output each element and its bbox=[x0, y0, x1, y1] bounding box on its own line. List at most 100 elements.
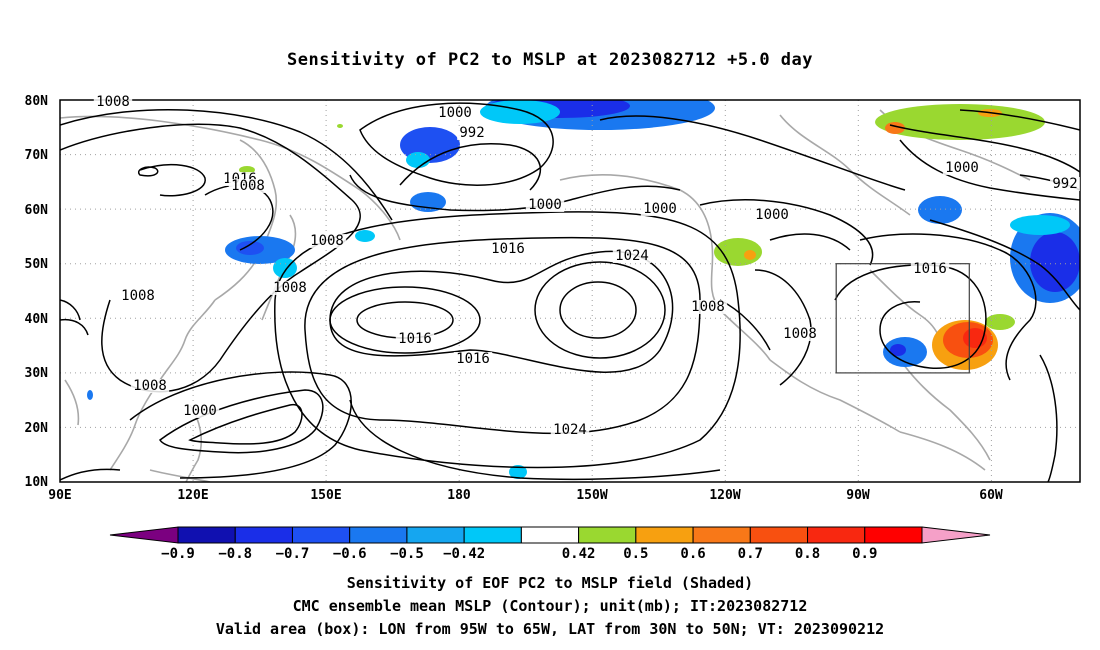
lon-label: 120E bbox=[177, 488, 208, 503]
contour-label-bg bbox=[550, 423, 590, 437]
contour-label: 1008 bbox=[133, 378, 167, 394]
lon-label: 60W bbox=[979, 488, 1003, 503]
lon-label: 90W bbox=[846, 488, 870, 503]
colorbar-label: 0.42 bbox=[562, 546, 596, 562]
colorbar-label: −0.7 bbox=[276, 546, 310, 562]
contour-label-bg bbox=[457, 126, 487, 140]
contour-label: 1008 bbox=[273, 280, 307, 296]
caption-contour: CMC ensemble mean MSLP (Contour); unit(m… bbox=[292, 597, 808, 615]
colorbar-label: −0.6 bbox=[333, 546, 367, 562]
colorbar-swatch bbox=[463, 526, 522, 544]
lon-label: 90E bbox=[48, 488, 71, 503]
contour-label: 992 bbox=[1052, 176, 1077, 192]
colorbar-label: −0.8 bbox=[218, 546, 252, 562]
colorbar-swatch bbox=[234, 526, 293, 544]
contour-label-bg bbox=[395, 332, 435, 346]
contour-label-bg bbox=[435, 106, 475, 120]
contour-label-bg bbox=[270, 281, 310, 295]
colorbar-swatch bbox=[406, 526, 465, 544]
coastlines bbox=[60, 109, 1031, 482]
colorbar-swatch bbox=[864, 526, 923, 544]
colorbar bbox=[109, 526, 991, 544]
lat-label: 60N bbox=[25, 203, 49, 218]
colorbar-lower-extension bbox=[109, 526, 179, 544]
contour-label-bg bbox=[525, 198, 565, 212]
colorbar-label: 0.6 bbox=[680, 546, 705, 562]
contour-label-bg bbox=[453, 352, 493, 366]
colorbar-label: 0.8 bbox=[795, 546, 820, 562]
colorbar-upper-extension bbox=[921, 526, 991, 544]
contour-label: 1008 bbox=[691, 299, 725, 315]
contour-label-bg bbox=[228, 179, 268, 193]
contour-label: 1008 bbox=[121, 288, 155, 304]
mslp-contours bbox=[60, 102, 1080, 482]
colorbar-swatch bbox=[635, 526, 694, 544]
contour-label: 1024 bbox=[615, 248, 649, 264]
colorbar-label: −0.42 bbox=[443, 546, 485, 562]
contour-label: 1000 bbox=[438, 105, 472, 121]
caption-valid-area: Valid area (box): LON from 95W to 65W, L… bbox=[215, 620, 885, 638]
lon-label: 150E bbox=[310, 488, 341, 503]
contour-label: 1016 bbox=[398, 331, 432, 347]
contour-label: 1000 bbox=[945, 160, 979, 176]
lon-label: 180 bbox=[447, 488, 471, 503]
map-title: Sensitivity of PC2 to MSLP at 2023082712… bbox=[286, 50, 813, 70]
contour-label-bg bbox=[688, 300, 728, 314]
contour-label: 1008 bbox=[231, 178, 265, 194]
contour-label-bg bbox=[910, 262, 950, 276]
latitude-axis-labels: 80N 70N 60N 50N 40N 30N 20N 10N bbox=[25, 94, 49, 490]
longitude-axis-labels: 90E 120E 150E 180 150W 120W 90W 60W bbox=[48, 488, 1003, 503]
lat-label: 30N bbox=[25, 366, 49, 381]
contour-label: 1016 bbox=[913, 261, 947, 277]
contour-label: 1000 bbox=[643, 201, 677, 217]
contour-label: 992 bbox=[459, 125, 484, 141]
contour-label-bg bbox=[612, 249, 652, 263]
contour-label: 1000 bbox=[183, 403, 217, 419]
contour-label: 1000 bbox=[528, 197, 562, 213]
lat-label: 50N bbox=[25, 257, 49, 272]
lat-label: 80N bbox=[25, 94, 49, 109]
colorbar-swatch bbox=[177, 526, 236, 544]
contour-label-bg bbox=[130, 379, 170, 393]
colorbar-swatch bbox=[578, 526, 637, 544]
colorbar-swatch bbox=[807, 526, 866, 544]
colorbar-swatch bbox=[692, 526, 751, 544]
contour-label-bg bbox=[640, 202, 680, 216]
contour-label: 1016 bbox=[491, 241, 525, 257]
contour-label-bg bbox=[780, 327, 820, 341]
contour-label-bg bbox=[118, 289, 158, 303]
contour-label-bg bbox=[1050, 177, 1080, 191]
colorbar-label: −0.9 bbox=[161, 546, 195, 562]
contour-label: 1008 bbox=[96, 94, 130, 110]
contour-label: 1008 bbox=[783, 326, 817, 342]
lon-label: 150W bbox=[576, 488, 607, 503]
colorbar-swatch bbox=[291, 526, 351, 544]
colorbar-swatch bbox=[520, 526, 580, 544]
plot-frame bbox=[59, 99, 1081, 483]
lat-label: 40N bbox=[25, 312, 49, 327]
colorbar-labels: −0.9 −0.8 −0.7 −0.6 −0.5 −0.42 0.42 0.5 0.6 0.7 0.… bbox=[161, 546, 877, 562]
colorbar-swatch bbox=[349, 526, 408, 544]
lat-label: 10N bbox=[25, 475, 49, 490]
valid-area-box bbox=[835, 263, 970, 374]
contour-label-bg bbox=[307, 234, 347, 248]
contour-label-bg bbox=[180, 404, 220, 418]
contour-label: 1024 bbox=[553, 422, 587, 438]
colorbar-label: 0.9 bbox=[852, 546, 877, 562]
contour-label-bg bbox=[752, 208, 792, 222]
contour-label: 1000 bbox=[755, 207, 789, 223]
contour-label-bg bbox=[488, 242, 528, 256]
contour-label-bg bbox=[942, 161, 982, 175]
colorbar-label: −0.5 bbox=[390, 546, 424, 562]
contour-label: 1016 bbox=[456, 351, 490, 367]
colorbar-label: 0.5 bbox=[623, 546, 648, 562]
caption-shaded: Sensitivity of EOF PC2 to MSLP field (Sh… bbox=[346, 574, 754, 592]
contour-labels: 1008 1000 992 1016 1008 1000 1000 1008 1000 1016 1… bbox=[93, 94, 1080, 438]
lat-label: 70N bbox=[25, 148, 49, 163]
colorbar-swatch bbox=[749, 526, 809, 544]
lat-label: 20N bbox=[25, 421, 49, 436]
contour-label: 1008 bbox=[310, 233, 344, 249]
colorbar-label: 0.7 bbox=[738, 546, 763, 562]
contour-label-bg bbox=[93, 95, 133, 109]
